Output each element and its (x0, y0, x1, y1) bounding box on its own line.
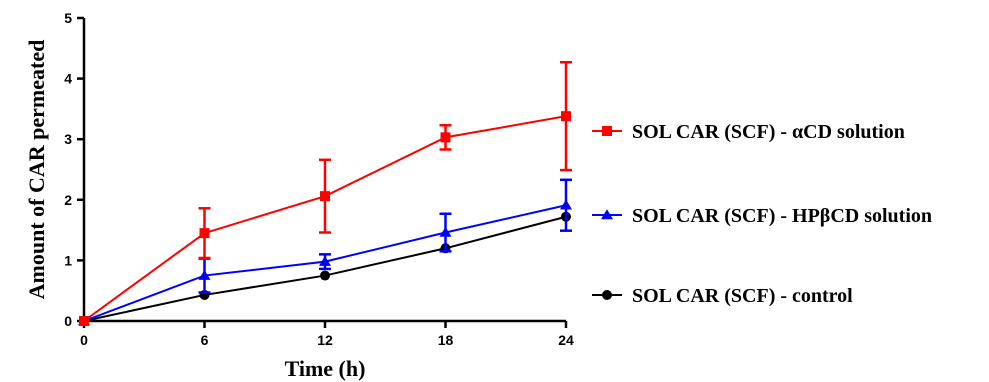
legend-label: SOL CAR (SCF) - HPβCD solution (632, 205, 932, 227)
legend-label: SOL CAR (SCF) - αCD solution (632, 121, 905, 143)
y-axis-title: Amount of CAR permeated (24, 40, 49, 300)
data-point (198, 269, 211, 280)
data-point (439, 226, 452, 237)
legend-item-1: SOL CAR (SCF) - HPβCD solution (592, 205, 932, 227)
data-point (320, 270, 330, 281)
legend-item-2: SOL CAR (SCF) - control (592, 285, 853, 307)
x-tick-label: 18 (438, 332, 454, 348)
legend: SOL CAR (SCF) - αCD solution SOL CAR (SCF… (592, 121, 932, 307)
data-point (560, 199, 572, 210)
series-layer (78, 60, 572, 326)
data-point (440, 132, 451, 143)
x-tick-label: 6 (201, 332, 209, 348)
series-0 (79, 60, 572, 326)
x-axis-title: Time (h) (285, 356, 366, 381)
data-point (561, 111, 571, 122)
y-tick-label: 1 (64, 252, 72, 268)
y-tick-label: 5 (64, 10, 72, 26)
y-tick-label: 2 (64, 192, 72, 208)
legend-marker (602, 290, 612, 300)
data-point (79, 316, 89, 326)
y-tick-label: 0 (64, 313, 72, 329)
legend-label: SOL CAR (SCF) - control (632, 285, 853, 307)
y-tick-label: 3 (64, 131, 72, 147)
data-point (199, 228, 210, 239)
data-point (320, 191, 330, 202)
legend-marker (602, 126, 612, 136)
legend-marker (601, 209, 613, 220)
legend-item-0: SOL CAR (SCF) - αCD solution (592, 121, 905, 143)
data-point (319, 255, 331, 266)
x-tick-label: 24 (558, 332, 574, 348)
x-tick-label: 12 (317, 332, 333, 348)
y-tick-label: 4 (64, 71, 72, 87)
x-tick-label: 0 (80, 332, 88, 348)
